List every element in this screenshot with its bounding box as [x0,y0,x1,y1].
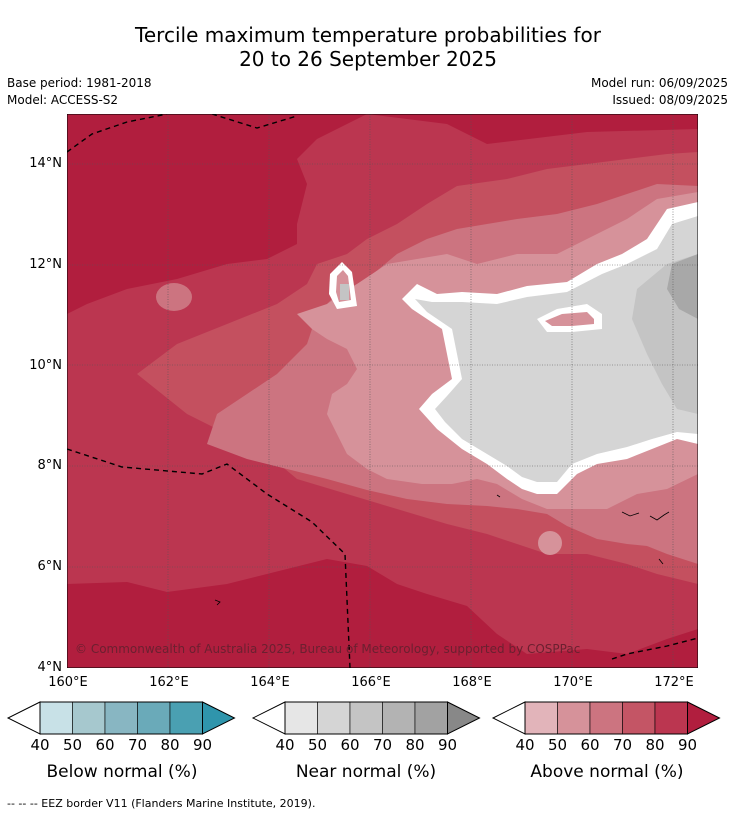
lat-label-10n: 10°N [29,358,62,373]
legend-tick-label: 40 [275,736,295,754]
legend-lower-extend [251,701,286,735]
legend-tick-label: 80 [160,736,180,754]
eez-borders [67,114,698,668]
lon-label-166e: 166°E [351,675,391,690]
lon-label-170e: 170°E [553,675,593,690]
legend-swatch [622,701,656,735]
below-normal-caption: Below normal (%) [46,762,198,782]
legend-frame [284,701,448,735]
legend-swatch [414,701,448,735]
legend-swatch [524,701,558,735]
legend-tick-label: 40 [515,736,535,754]
legend-tick-label: 70 [612,736,633,754]
lon-label-168e: 168°E [452,675,492,690]
legend-tick-label: 70 [372,736,393,754]
legend-tick-label: 70 [127,736,148,754]
legend-tick-label: 40 [30,736,50,754]
near-normal-60-70-region [667,254,698,319]
above-normal-inlet-fill [545,312,594,326]
lat-label-8n: 8°N [37,458,63,473]
legend-swatch [349,701,383,735]
above-60-70-cell [156,283,192,311]
issued-text: Issued: 08/09/2025 [612,93,728,107]
legend-swatch [654,701,688,735]
legend-swatch [317,701,351,735]
near-normal-caption: Near normal (%) [295,762,437,782]
legend-tick-label: 50 [307,736,328,754]
near-normal-colorbar [251,701,481,735]
lon-label-172e: 172°E [654,675,694,690]
legend-swatch [589,701,623,735]
legend-tick-label: 90 [677,736,698,754]
model-run-text: Model run: 06/09/2025 [590,76,728,90]
above-50-60-cell [538,531,562,555]
lat-label-6n: 6°N [37,559,63,574]
lon-label-160e: 160°E [48,675,88,690]
legend-swatch [72,701,106,735]
lon-label-164e: 164°E [250,675,290,690]
legend-lower-extend [6,701,41,735]
legend-tick-label: 90 [437,736,458,754]
legend-swatch [104,701,138,735]
near-normal-40-50-region [415,216,698,482]
legend-upper-extend [687,701,721,735]
legend-swatch [557,701,591,735]
legend-tick-label: 60 [580,736,600,754]
model-text: Model: ACCESS-S2 [7,93,119,107]
below-normal-colorbar [6,701,236,735]
legend-upper-extend [447,701,481,735]
legend-swatch [169,701,203,735]
above-normal-caption: Above normal (%) [530,762,684,782]
legend-tick-label: 50 [62,736,83,754]
legend-colorbars [6,701,721,735]
lat-label-14n: 14°N [29,156,62,171]
legend-tick-label: 90 [192,736,213,754]
near-normal-spot-grey [340,284,349,300]
legend-lower-extend [491,701,526,735]
legend-swatch [137,701,171,735]
legend-frame [524,701,688,735]
legend-tick-label: 60 [340,736,360,754]
map-title-line2: 20 to 26 September 2025 [239,47,497,71]
copyright-text: © Commonwealth of Australia 2025, Bureau… [75,642,580,656]
probability-map: © Commonwealth of Australia 2025, Bureau… [67,114,698,668]
legend-tick-label: 50 [547,736,568,754]
above-normal-colorbar [491,701,721,735]
lon-label-162e: 162°E [149,675,189,690]
legend-frame [39,701,203,735]
legend-swatch [382,701,416,735]
legend-tick-label: 80 [645,736,665,754]
base-period-text: Base period: 1981-2018 [7,76,152,90]
map-title-line1: Tercile maximum temperature probabilitie… [135,23,601,47]
legend-swatch [284,701,318,735]
lat-gridlines [67,163,698,568]
lat-label-4n: 4°N [37,660,63,675]
legend-swatch [39,701,73,735]
legend-tick-label: 60 [95,736,115,754]
lat-label-12n: 12°N [29,257,62,272]
legend-tick-label: 80 [405,736,425,754]
above-80-90-region-south [67,559,698,668]
eez-footnote: -- -- -- EEZ border V11 (Flanders Marine… [7,797,316,810]
island-outlines [214,494,670,606]
legend-upper-extend [202,701,236,735]
